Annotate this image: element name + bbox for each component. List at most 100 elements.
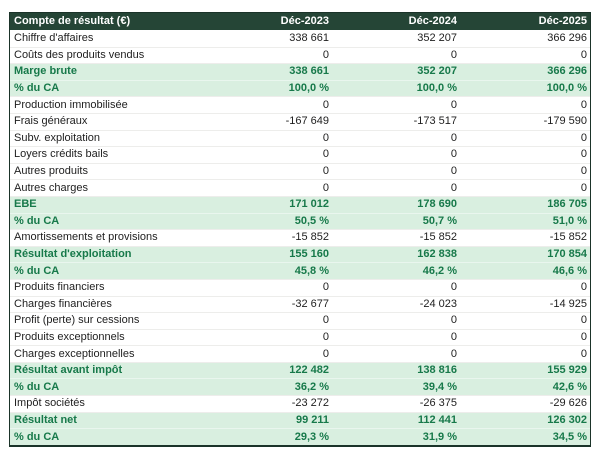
row-value-dec-2023: 338 661 bbox=[289, 66, 329, 78]
table-row: Coûts des produits vendus 0 0 0 bbox=[10, 46, 590, 64]
row-label: Impôt sociétés bbox=[14, 398, 85, 410]
row-value-dec-2024: 31,9 % bbox=[422, 431, 457, 443]
row-label: Profit (perte) sur cessions bbox=[14, 315, 140, 327]
table-row: Marge brute 338 661 352 207 366 296 bbox=[10, 63, 590, 80]
table-body: Chiffre d'affaires 338 661 352 207 366 2… bbox=[10, 30, 590, 445]
row-label: Amortissements et provisions bbox=[14, 232, 158, 244]
table-row: % du CA 50,5 % 50,7 % 51,0 % bbox=[10, 212, 590, 230]
row-value-dec-2023: -15 852 bbox=[291, 232, 329, 244]
row-value-dec-2024: -26 375 bbox=[419, 398, 457, 410]
row-value-dec-2025: -14 925 bbox=[549, 298, 587, 310]
table-row: Résultat avant impôt 122 482 138 816 155… bbox=[10, 361, 590, 379]
row-value-dec-2025: -15 852 bbox=[549, 232, 587, 244]
table-row: % du CA 100,0 % 100,0 % 100,0 % bbox=[10, 79, 590, 97]
row-label: % du CA bbox=[14, 431, 60, 443]
row-value-dec-2024: -24 023 bbox=[419, 298, 457, 310]
table-row: Résultat d'exploitation 155 160 162 838 … bbox=[10, 245, 590, 263]
row-label: Autres charges bbox=[14, 182, 88, 194]
column-header-dec-2024: Déc-2024 bbox=[408, 16, 457, 27]
row-value-dec-2023: 171 012 bbox=[289, 199, 329, 211]
row-value-dec-2024: 0 bbox=[450, 49, 457, 61]
row-value-dec-2024: 0 bbox=[450, 166, 457, 178]
table-row: % du CA 36,2 % 39,4 % 42,6 % bbox=[10, 378, 590, 396]
row-label: Subv. exploitation bbox=[14, 132, 101, 144]
row-value-dec-2024: -15 852 bbox=[419, 232, 457, 244]
row-label: Résultat avant impôt bbox=[14, 365, 123, 377]
row-value-dec-2023: 0 bbox=[322, 149, 329, 161]
table-row: Charges exceptionnelles 0 0 0 bbox=[10, 345, 590, 362]
row-value-dec-2024: 138 816 bbox=[417, 365, 457, 377]
row-value-dec-2025: 34,5 % bbox=[552, 431, 587, 443]
row-value-dec-2025: 366 296 bbox=[547, 66, 587, 78]
row-label: Loyers crédits bails bbox=[14, 149, 109, 161]
row-value-dec-2025: 0 bbox=[580, 49, 587, 61]
row-value-dec-2024: 46,2 % bbox=[422, 265, 457, 277]
row-value-dec-2023: -32 677 bbox=[291, 298, 329, 310]
row-value-dec-2025: 366 296 bbox=[547, 32, 587, 44]
table-row: Frais généraux -167 649 -173 517 -179 59… bbox=[10, 112, 590, 130]
row-value-dec-2024: 162 838 bbox=[417, 249, 457, 261]
row-value-dec-2024: 112 441 bbox=[417, 414, 457, 426]
table-row: EBE 171 012 178 690 186 705 bbox=[10, 195, 590, 213]
row-value-dec-2023: -23 272 bbox=[291, 398, 329, 410]
row-value-dec-2023: 29,3 % bbox=[294, 431, 329, 443]
table-row: % du CA 45,8 % 46,2 % 46,6 % bbox=[10, 262, 590, 279]
row-label: Résultat d'exploitation bbox=[14, 249, 132, 261]
table-row: Résultat net 99 211 112 441 126 302 bbox=[10, 411, 590, 429]
row-value-dec-2024: 0 bbox=[450, 348, 457, 360]
row-label: Coûts des produits vendus bbox=[14, 49, 145, 61]
row-value-dec-2023: 0 bbox=[322, 331, 329, 343]
row-value-dec-2024: 352 207 bbox=[417, 66, 457, 78]
income-statement: Compte de résultat (€) Déc-2023 Déc-2024… bbox=[9, 12, 591, 447]
row-value-dec-2023: 155 160 bbox=[289, 249, 329, 261]
table-row: Production immobilisée 0 0 0 bbox=[10, 96, 590, 113]
row-value-dec-2024: 178 690 bbox=[417, 199, 457, 211]
row-value-dec-2025: 0 bbox=[580, 348, 587, 360]
row-value-dec-2023: 0 bbox=[322, 49, 329, 61]
row-label: Produits exceptionnels bbox=[14, 331, 125, 343]
row-value-dec-2024: 0 bbox=[450, 149, 457, 161]
row-value-dec-2023: 0 bbox=[322, 99, 329, 111]
table-row: Autres produits 0 0 0 bbox=[10, 162, 590, 180]
row-value-dec-2023: 0 bbox=[322, 182, 329, 194]
row-label: Produits financiers bbox=[14, 282, 105, 294]
row-value-dec-2024: 0 bbox=[450, 132, 457, 144]
row-label: % du CA bbox=[14, 83, 60, 95]
income-statement-table: Compte de résultat (€) Déc-2023 Déc-2024… bbox=[9, 12, 591, 447]
row-value-dec-2024: -173 517 bbox=[413, 116, 457, 128]
row-value-dec-2025: 51,0 % bbox=[552, 215, 587, 227]
row-label: % du CA bbox=[14, 215, 60, 227]
row-value-dec-2023: 100,0 % bbox=[288, 83, 329, 95]
row-value-dec-2025: 186 705 bbox=[547, 199, 587, 211]
row-value-dec-2025: 0 bbox=[580, 132, 587, 144]
row-value-dec-2024: 0 bbox=[450, 315, 457, 327]
table-title: Compte de résultat (€) bbox=[14, 16, 131, 27]
table-row: Charges financières -32 677 -24 023 -14 … bbox=[10, 295, 590, 313]
row-value-dec-2023: 338 661 bbox=[289, 32, 329, 44]
table-row: Autres charges 0 0 0 bbox=[10, 179, 590, 196]
row-value-dec-2025: 0 bbox=[580, 182, 587, 194]
row-value-dec-2024: 0 bbox=[450, 99, 457, 111]
row-value-dec-2023: 122 482 bbox=[289, 365, 329, 377]
row-label: Charges financières bbox=[14, 298, 112, 310]
row-value-dec-2023: 0 bbox=[322, 348, 329, 360]
table-row: Subv. exploitation 0 0 0 bbox=[10, 129, 590, 147]
row-value-dec-2024: 0 bbox=[450, 331, 457, 343]
row-label: Autres produits bbox=[14, 166, 88, 178]
column-header-dec-2023: Déc-2023 bbox=[280, 16, 329, 27]
row-value-dec-2025: 126 302 bbox=[547, 414, 587, 426]
table-row: Impôt sociétés -23 272 -26 375 -29 626 bbox=[10, 395, 590, 412]
table-row: % du CA 29,3 % 31,9 % 34,5 % bbox=[10, 428, 590, 445]
table-row: Produits exceptionnels 0 0 0 bbox=[10, 328, 590, 346]
row-value-dec-2023: 0 bbox=[322, 282, 329, 294]
row-label: Frais généraux bbox=[14, 116, 88, 128]
row-label: % du CA bbox=[14, 265, 60, 277]
row-label: Chiffre d'affaires bbox=[14, 32, 94, 44]
table-row: Produits financiers 0 0 0 bbox=[10, 278, 590, 296]
row-value-dec-2025: 46,6 % bbox=[552, 265, 587, 277]
table-row: Amortissements et provisions -15 852 -15… bbox=[10, 229, 590, 246]
row-value-dec-2024: 0 bbox=[450, 182, 457, 194]
row-value-dec-2023: 99 211 bbox=[295, 414, 329, 426]
row-value-dec-2024: 100,0 % bbox=[416, 83, 457, 95]
row-label: Charges exceptionnelles bbox=[14, 348, 135, 360]
